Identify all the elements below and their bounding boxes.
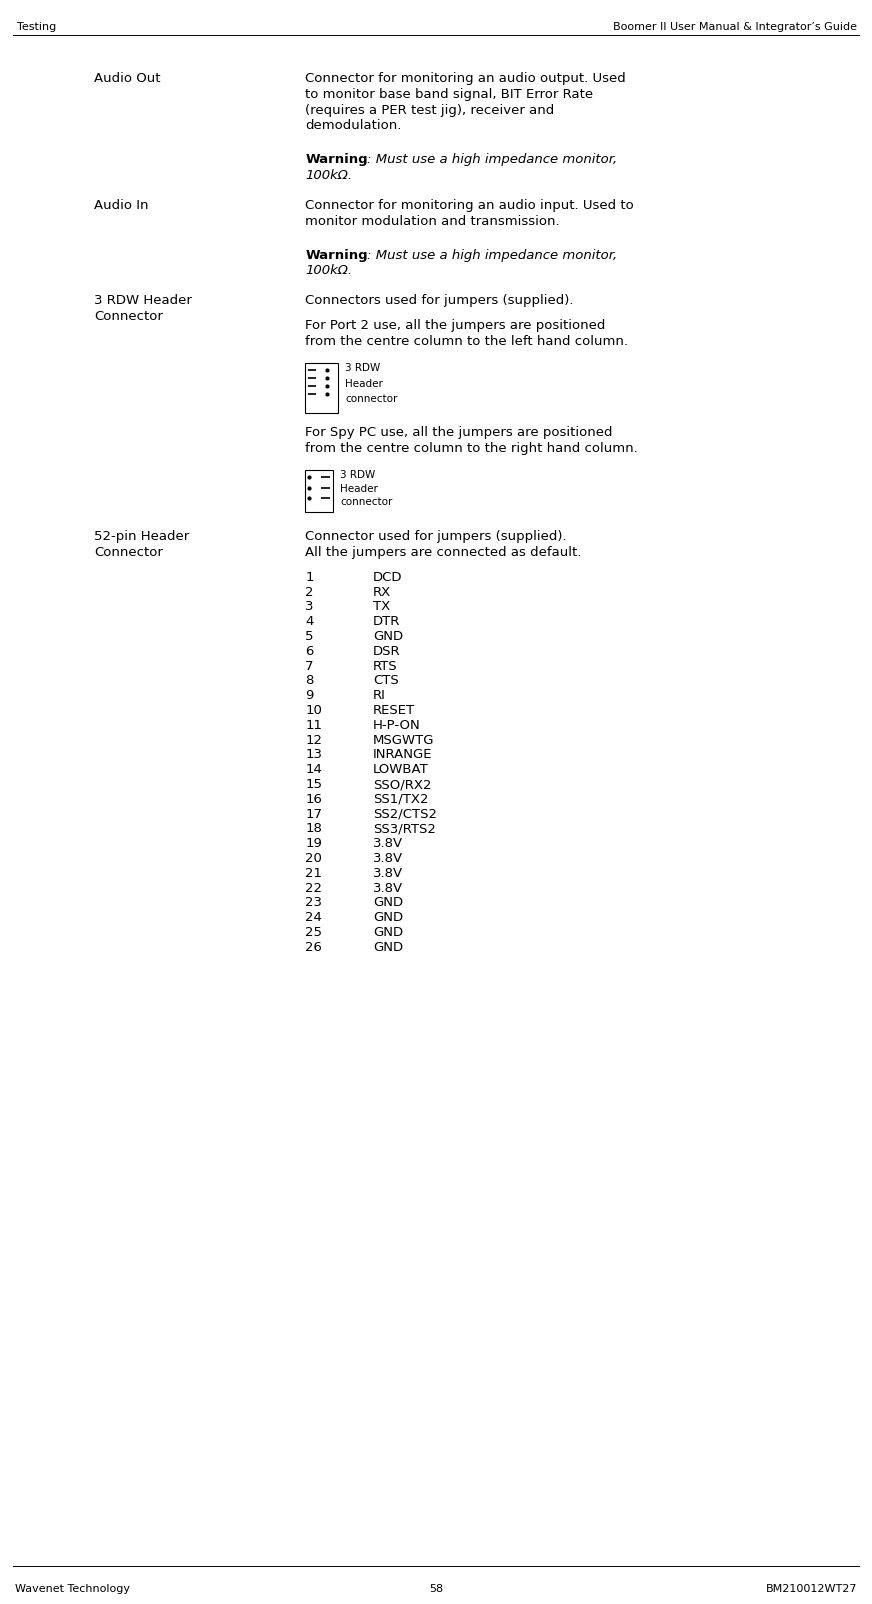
Text: RX: RX bbox=[373, 585, 392, 598]
Text: SSO/RX2: SSO/RX2 bbox=[373, 778, 432, 791]
Text: GND: GND bbox=[373, 630, 404, 643]
Text: 18: 18 bbox=[305, 823, 322, 836]
Text: GND: GND bbox=[373, 911, 404, 924]
Text: : Must use a high impedance monitor,: : Must use a high impedance monitor, bbox=[367, 154, 617, 167]
Text: Warning: Warning bbox=[305, 154, 368, 167]
Text: 9: 9 bbox=[305, 690, 314, 703]
Text: 20: 20 bbox=[305, 852, 322, 865]
Text: 14: 14 bbox=[305, 764, 322, 776]
Text: Testing: Testing bbox=[17, 22, 56, 32]
Text: connector: connector bbox=[345, 395, 398, 404]
Text: DTR: DTR bbox=[373, 616, 400, 629]
Text: 7: 7 bbox=[305, 659, 314, 672]
Text: GND: GND bbox=[373, 926, 404, 938]
Text: 19: 19 bbox=[305, 837, 322, 850]
Text: 8: 8 bbox=[305, 674, 314, 688]
Text: Warning: Warning bbox=[305, 249, 368, 261]
Text: GND: GND bbox=[373, 942, 404, 954]
Text: RI: RI bbox=[373, 690, 386, 703]
Bar bbox=[305, 364, 338, 414]
Text: 10: 10 bbox=[305, 704, 322, 717]
Text: 22: 22 bbox=[305, 882, 322, 895]
Text: Header: Header bbox=[340, 484, 378, 494]
Text: TX: TX bbox=[373, 600, 391, 613]
Text: 3 RDW: 3 RDW bbox=[345, 364, 380, 374]
Text: SS2/CTS2: SS2/CTS2 bbox=[373, 807, 437, 821]
Text: Connector for monitoring an audio input. Used to: Connector for monitoring an audio input.… bbox=[305, 199, 634, 212]
Text: from the centre column to the right hand column.: from the centre column to the right hand… bbox=[305, 441, 638, 456]
Text: Connectors used for jumpers (supplied).: Connectors used for jumpers (supplied). bbox=[305, 295, 574, 308]
Text: All the jumpers are connected as default.: All the jumpers are connected as default… bbox=[305, 545, 582, 560]
Text: 3 RDW: 3 RDW bbox=[340, 470, 376, 480]
Text: 6: 6 bbox=[305, 645, 314, 658]
Text: from the centre column to the left hand column.: from the centre column to the left hand … bbox=[305, 335, 628, 348]
Text: 52-pin Header: 52-pin Header bbox=[94, 531, 189, 544]
Text: Connector: Connector bbox=[94, 310, 163, 322]
Text: 3: 3 bbox=[305, 600, 314, 613]
Text: Boomer II User Manual & Integrator’s Guide: Boomer II User Manual & Integrator’s Gui… bbox=[613, 22, 857, 32]
Text: Connector for monitoring an audio output. Used: Connector for monitoring an audio output… bbox=[305, 72, 626, 85]
Text: Wavenet Technology: Wavenet Technology bbox=[15, 1585, 130, 1594]
Text: For Spy PC use, all the jumpers are positioned: For Spy PC use, all the jumpers are posi… bbox=[305, 427, 613, 439]
Text: 24: 24 bbox=[305, 911, 322, 924]
Text: 3.8V: 3.8V bbox=[373, 852, 404, 865]
Text: RTS: RTS bbox=[373, 659, 398, 672]
Text: Audio Out: Audio Out bbox=[94, 72, 160, 85]
Text: RESET: RESET bbox=[373, 704, 415, 717]
Text: 16: 16 bbox=[305, 792, 322, 805]
Text: monitor modulation and transmission.: monitor modulation and transmission. bbox=[305, 215, 560, 228]
Text: For Port 2 use, all the jumpers are positioned: For Port 2 use, all the jumpers are posi… bbox=[305, 319, 605, 332]
Text: Connector: Connector bbox=[94, 545, 163, 560]
Text: 23: 23 bbox=[305, 897, 322, 909]
Text: 17: 17 bbox=[305, 807, 322, 821]
Text: 21: 21 bbox=[305, 866, 322, 881]
Text: MSGWTG: MSGWTG bbox=[373, 733, 435, 746]
Text: 15: 15 bbox=[305, 778, 322, 791]
Text: DCD: DCD bbox=[373, 571, 403, 584]
Text: 58: 58 bbox=[429, 1585, 443, 1594]
Text: demodulation.: demodulation. bbox=[305, 119, 402, 133]
Text: DSR: DSR bbox=[373, 645, 401, 658]
Text: 3.8V: 3.8V bbox=[373, 837, 404, 850]
Text: CTS: CTS bbox=[373, 674, 399, 688]
Text: : Must use a high impedance monitor,: : Must use a high impedance monitor, bbox=[367, 249, 617, 261]
Text: 12: 12 bbox=[305, 733, 322, 746]
Text: 26: 26 bbox=[305, 942, 322, 954]
Text: BM210012WT27: BM210012WT27 bbox=[766, 1585, 857, 1594]
Text: SS1/TX2: SS1/TX2 bbox=[373, 792, 429, 805]
Text: 100kΩ.: 100kΩ. bbox=[305, 265, 352, 277]
Text: Audio In: Audio In bbox=[94, 199, 148, 212]
Text: Header: Header bbox=[345, 379, 383, 388]
Text: (requires a PER test jig), receiver and: (requires a PER test jig), receiver and bbox=[305, 104, 555, 117]
Text: 100kΩ.: 100kΩ. bbox=[305, 168, 352, 181]
Text: 4: 4 bbox=[305, 616, 314, 629]
Text: GND: GND bbox=[373, 897, 404, 909]
Text: SS3/RTS2: SS3/RTS2 bbox=[373, 823, 436, 836]
Text: Connector used for jumpers (supplied).: Connector used for jumpers (supplied). bbox=[305, 531, 567, 544]
Text: 3.8V: 3.8V bbox=[373, 866, 404, 881]
Text: 25: 25 bbox=[305, 926, 322, 938]
Text: 3.8V: 3.8V bbox=[373, 882, 404, 895]
Text: connector: connector bbox=[340, 497, 392, 507]
Text: 13: 13 bbox=[305, 749, 322, 762]
Text: H-P-ON: H-P-ON bbox=[373, 719, 421, 731]
Bar bbox=[305, 470, 333, 512]
Text: 11: 11 bbox=[305, 719, 322, 731]
Text: INRANGE: INRANGE bbox=[373, 749, 433, 762]
Text: LOWBAT: LOWBAT bbox=[373, 764, 429, 776]
Text: to monitor base band signal, BIT Error Rate: to monitor base band signal, BIT Error R… bbox=[305, 88, 593, 101]
Text: 1: 1 bbox=[305, 571, 314, 584]
Text: 5: 5 bbox=[305, 630, 314, 643]
Text: 3 RDW Header: 3 RDW Header bbox=[94, 295, 192, 308]
Text: 2: 2 bbox=[305, 585, 314, 598]
